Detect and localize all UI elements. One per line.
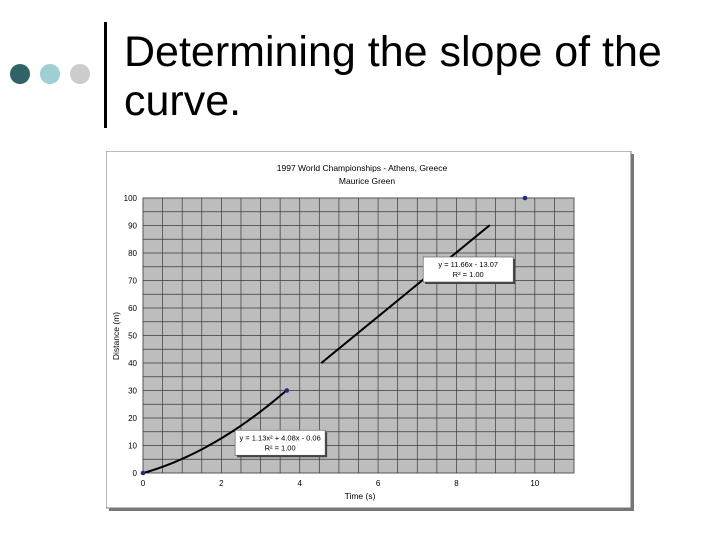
x-tick-label: 4 (298, 479, 303, 488)
x-tick-label: 8 (454, 479, 459, 488)
x-tick-label: 2 (219, 479, 224, 488)
y-tick-label: 90 (128, 222, 137, 231)
trendline-equation: y = 1.13x² + 4.08x - 0.06 (239, 433, 320, 442)
y-tick-label: 70 (128, 277, 137, 286)
x-tick-label: 6 (376, 479, 381, 488)
bullet-dot-dark (10, 64, 30, 84)
bullet-dots (10, 64, 96, 86)
title-accent-bar (104, 22, 107, 128)
slide-title: Determining the slope of the curve. (124, 28, 662, 125)
x-tick-label: 10 (530, 479, 539, 488)
x-tick-label: 0 (141, 479, 146, 488)
data-point (284, 388, 290, 393)
data-points (140, 195, 528, 476)
trendline-label-box (234, 429, 326, 456)
x-axis-label: Time (s) (345, 491, 376, 501)
y-tick-label: 20 (128, 414, 137, 423)
trendline-equation: y = 11.66x - 13.07 (438, 260, 498, 269)
y-tick-label: 40 (128, 359, 137, 368)
data-point (522, 195, 528, 201)
y-tick-label: 80 (128, 249, 137, 258)
y-tick-label: 100 (124, 194, 138, 203)
y-tick-label: 60 (128, 304, 137, 313)
trendline-label-box (422, 256, 514, 283)
trendlines (142, 224, 491, 475)
trendline-r-squared: R² = 1.00 (453, 270, 484, 279)
chart-area: 0 2 4 6 8 10 0 10 20 30 40 50 60 70 80 90 100 y = 11.66x… (106, 151, 634, 511)
trendline-polynomial (142, 389, 288, 475)
chart-title: 1997 World Championships - Athens, Greec… (277, 163, 448, 173)
bullet-dot-gray (70, 64, 90, 84)
trendline-r-squared: R² = 1.00 (265, 443, 296, 452)
data-point (140, 470, 146, 476)
y-tick-label: 50 (128, 332, 137, 341)
y-tick-label: 0 (133, 469, 138, 478)
trendline-linear (320, 224, 491, 364)
y-tick-label: 10 (128, 442, 137, 451)
gridlines (143, 198, 574, 473)
y-axis-label: Distance (m) (111, 312, 121, 360)
y-tick-label: 30 (128, 387, 137, 396)
bullet-dot-teal (40, 64, 60, 84)
chart-subtitle: Maurice Green (339, 176, 395, 186)
